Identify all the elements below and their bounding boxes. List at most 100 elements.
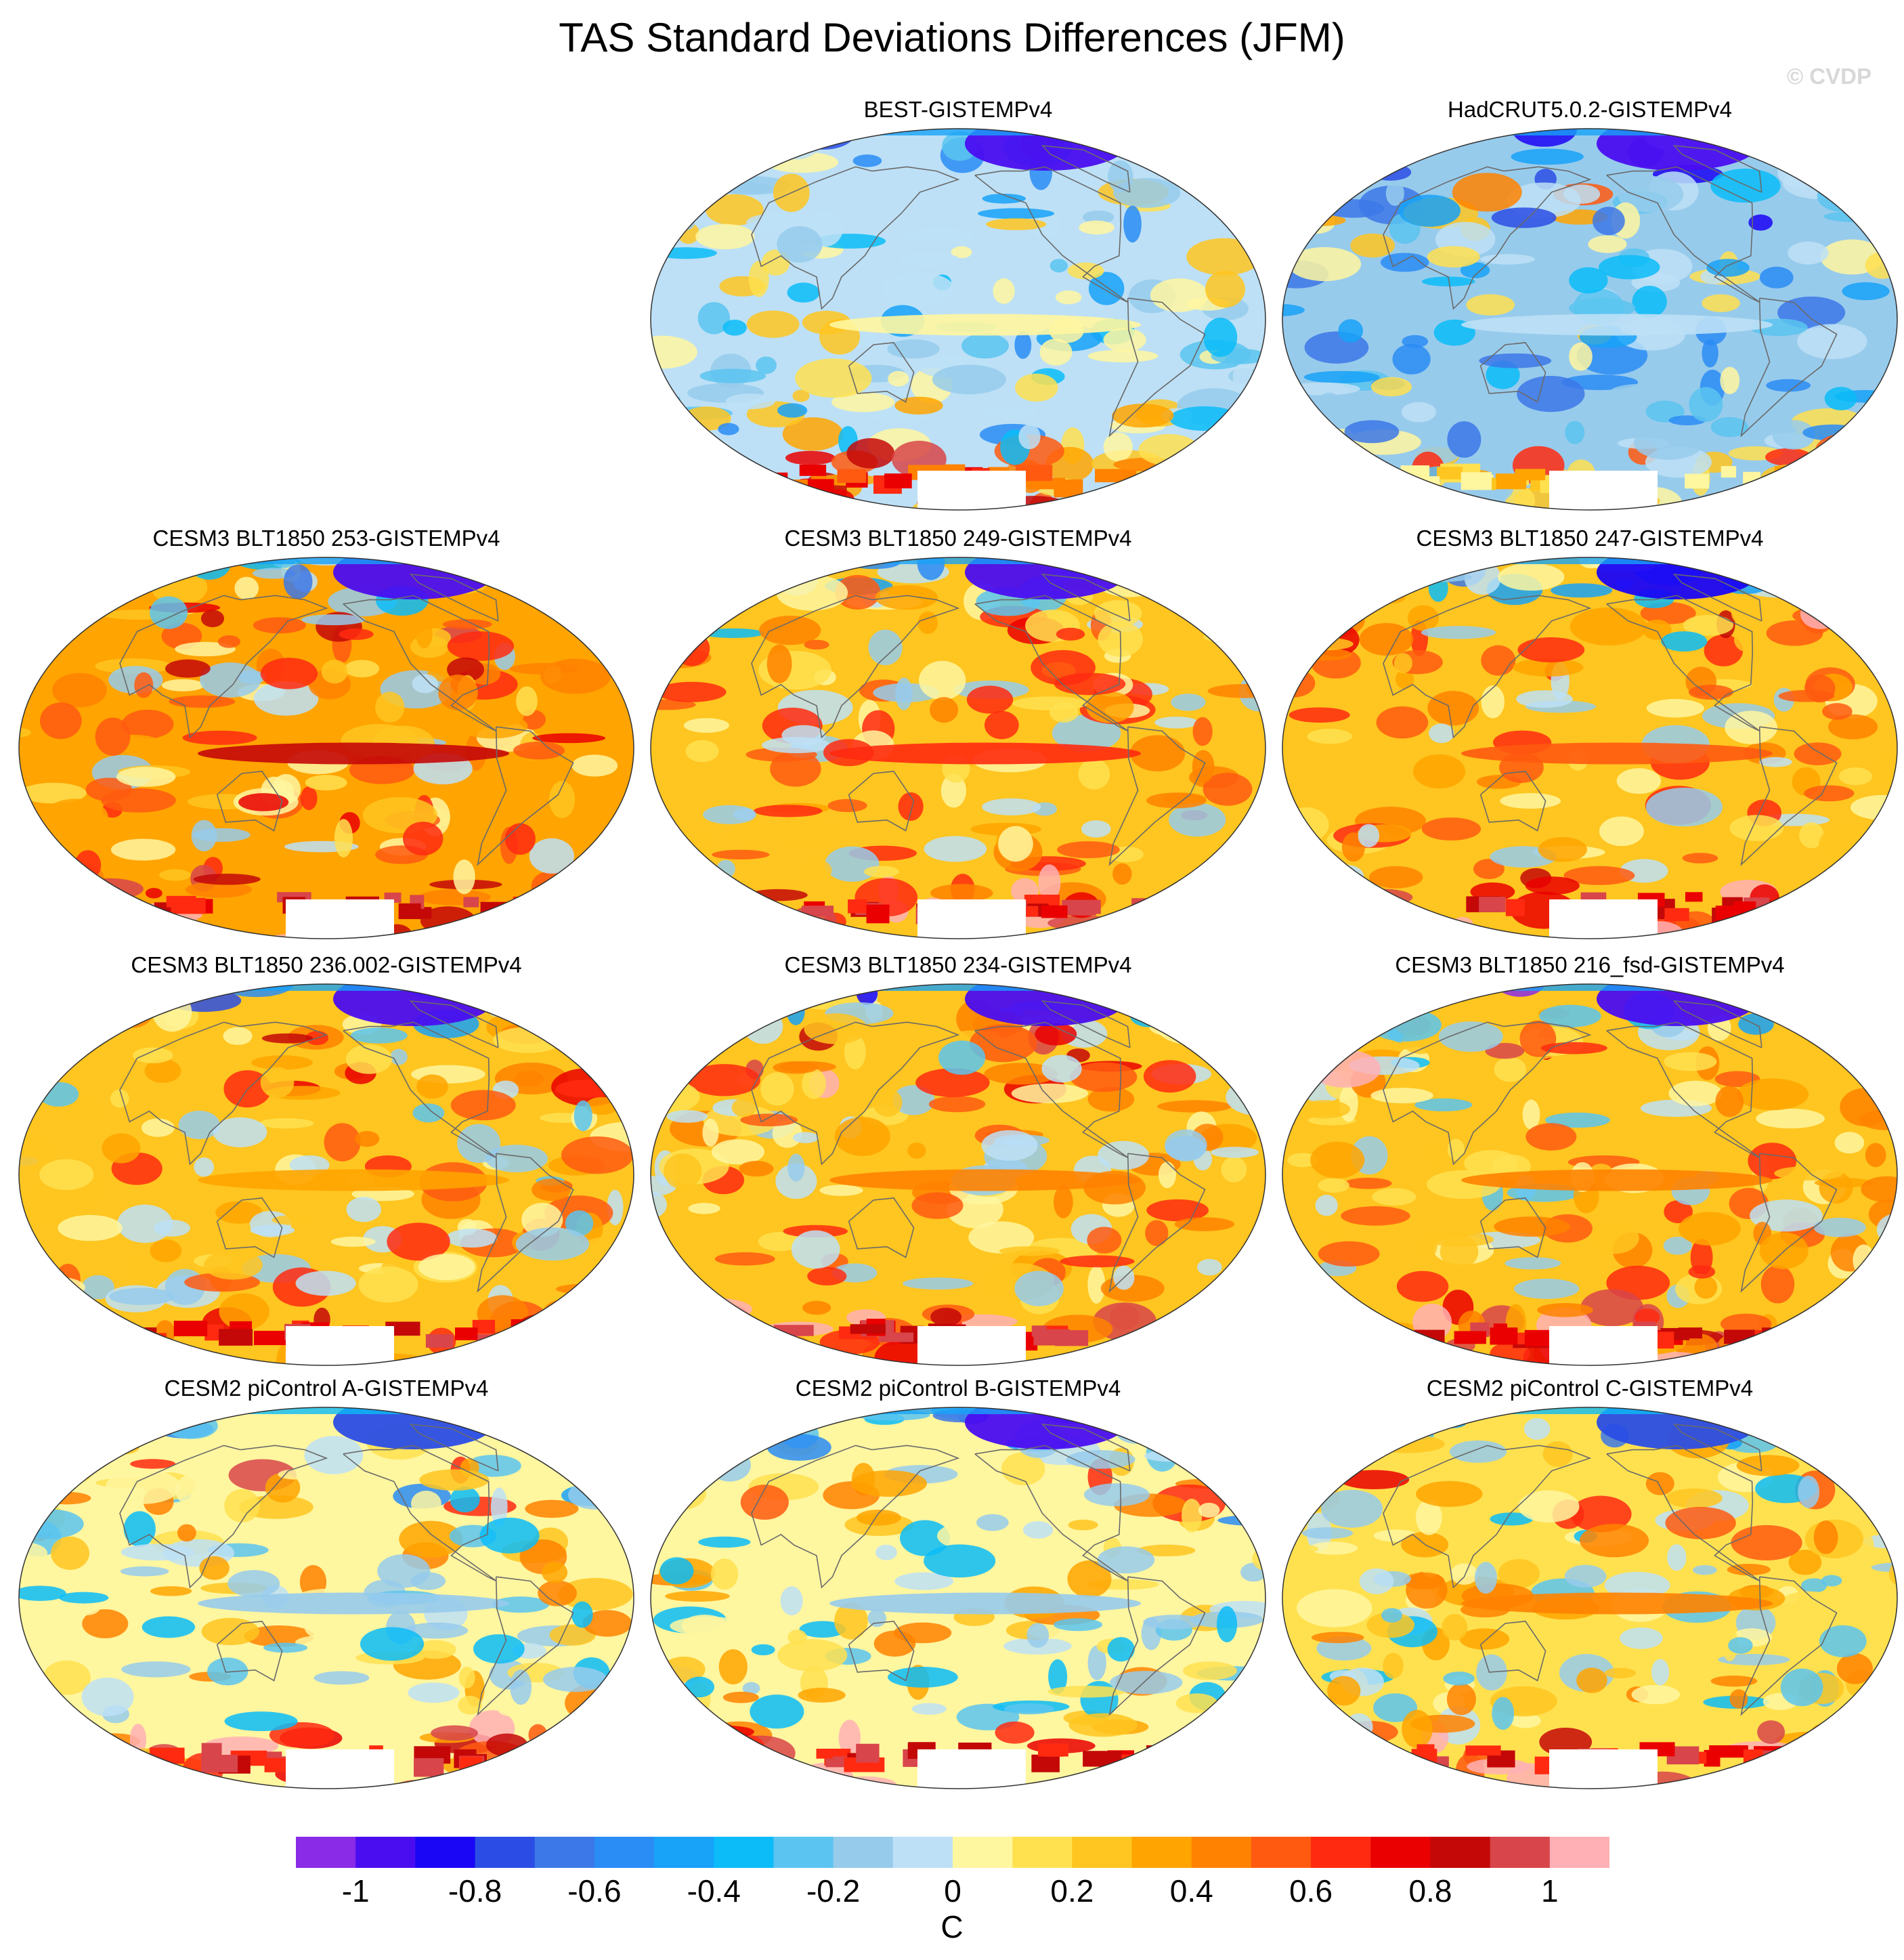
coastline	[1740, 297, 1838, 438]
colorbar-tick-label: -0.2	[806, 1873, 861, 1909]
field-blob	[1227, 1447, 1244, 1482]
arctic-strip	[19, 557, 634, 564]
field-blob	[1569, 267, 1608, 294]
field-blob	[1376, 706, 1429, 739]
field-blob	[543, 1667, 608, 1692]
field-blob	[664, 492, 715, 510]
field-blob	[651, 335, 697, 369]
coastline	[119, 1021, 328, 1166]
field-blob	[19, 1288, 48, 1309]
field-blob	[1049, 702, 1079, 723]
field-blob	[1201, 926, 1256, 939]
field-blob	[1211, 1147, 1259, 1158]
field-blob	[670, 929, 718, 939]
tropical-band	[198, 742, 509, 765]
field-blob	[1800, 1578, 1827, 1593]
field-blob	[1367, 467, 1395, 488]
field-blob	[740, 1113, 798, 1127]
field-blob	[716, 568, 753, 602]
field-blob	[1759, 757, 1792, 767]
field-blob	[615, 1317, 634, 1355]
field-blob	[892, 1085, 935, 1115]
field-blob	[1392, 343, 1431, 375]
field-blob	[1853, 1736, 1897, 1752]
field-blob	[515, 1227, 590, 1261]
field-blob	[19, 1585, 66, 1601]
field-blob	[1824, 387, 1857, 410]
tropical-band	[1461, 1592, 1773, 1615]
field-blob	[525, 1499, 579, 1518]
field-blob	[873, 1630, 916, 1657]
field-blob	[1491, 207, 1557, 228]
field-blob	[1664, 984, 1699, 992]
field-blob	[1359, 1568, 1394, 1594]
field-blob	[895, 677, 913, 710]
field-blob	[1842, 282, 1890, 301]
coastline	[751, 595, 960, 739]
field-blob	[567, 1407, 634, 1432]
field-blob	[1108, 161, 1133, 193]
field-blob	[968, 1221, 1035, 1254]
field-blob	[1414, 1234, 1437, 1258]
field-blob	[33, 1417, 51, 1442]
colorbar-tick-label: 0.8	[1408, 1873, 1452, 1909]
field-blob	[1176, 129, 1226, 162]
field-blob	[237, 670, 266, 684]
field-blob	[1474, 1562, 1498, 1594]
field-blob	[337, 1697, 366, 1715]
antarctic-cell	[1778, 1749, 1806, 1762]
field-blob	[1828, 148, 1877, 169]
field-blob	[1299, 468, 1362, 492]
field-blob	[905, 228, 976, 243]
field-blob	[1412, 754, 1466, 789]
antarctic-cell	[414, 1757, 444, 1777]
field-blob	[64, 557, 109, 585]
field-blob	[1411, 557, 1439, 575]
field-blob	[1694, 1275, 1718, 1299]
missing-data-patch	[286, 1749, 394, 1789]
antarctic-cell	[856, 1743, 880, 1763]
field-blob	[875, 584, 938, 610]
antarctic-cell	[1490, 1327, 1518, 1345]
field-blob	[517, 1313, 589, 1338]
field-blob	[1206, 557, 1224, 573]
field-blob	[1056, 627, 1085, 641]
colorbar-tick-label: 0.2	[1050, 1873, 1094, 1909]
panel-title: CESM2 piControl B-GISTEMPv4	[795, 1376, 1121, 1401]
field-blob	[1866, 210, 1895, 226]
arctic-strip	[651, 129, 1265, 135]
field-blob	[1317, 1741, 1380, 1770]
map-panel-cesm3-236: CESM3 BLT1850 236.002-GISTEMPv4	[15, 952, 638, 1371]
field-blob	[1087, 349, 1159, 363]
antarctic-cell	[1437, 467, 1463, 480]
field-blob	[207, 1657, 248, 1686]
field-blob	[558, 1577, 633, 1611]
coastline	[1383, 166, 1592, 310]
field-blob	[402, 822, 443, 856]
field-blob	[1103, 432, 1133, 462]
field-blob	[702, 1118, 719, 1147]
colorbar-swatch	[833, 1837, 894, 1868]
field-blob	[966, 685, 1014, 714]
field-blob	[1157, 1100, 1232, 1113]
field-blob	[313, 1671, 370, 1685]
arctic-strip	[651, 1407, 1265, 1414]
field-blob	[1292, 835, 1315, 857]
field-blob	[1186, 238, 1262, 276]
field-blob	[1466, 294, 1515, 316]
missing-data-patch	[1549, 899, 1658, 939]
field-blob	[561, 1136, 634, 1174]
field-blob	[1223, 156, 1262, 179]
field-blob	[177, 1772, 199, 1789]
colorbar-tick-label: 0.4	[1169, 1873, 1213, 1909]
field-blob	[703, 805, 756, 824]
map-plot	[650, 128, 1266, 511]
field-blob	[1387, 1407, 1430, 1432]
field-blob	[1087, 1086, 1135, 1112]
field-blob	[1221, 1156, 1247, 1183]
field-blob	[766, 1434, 831, 1461]
field-blob	[537, 990, 569, 1018]
field-blob	[1282, 626, 1307, 643]
tropical-band	[1461, 314, 1773, 336]
field-blob	[1819, 824, 1881, 864]
